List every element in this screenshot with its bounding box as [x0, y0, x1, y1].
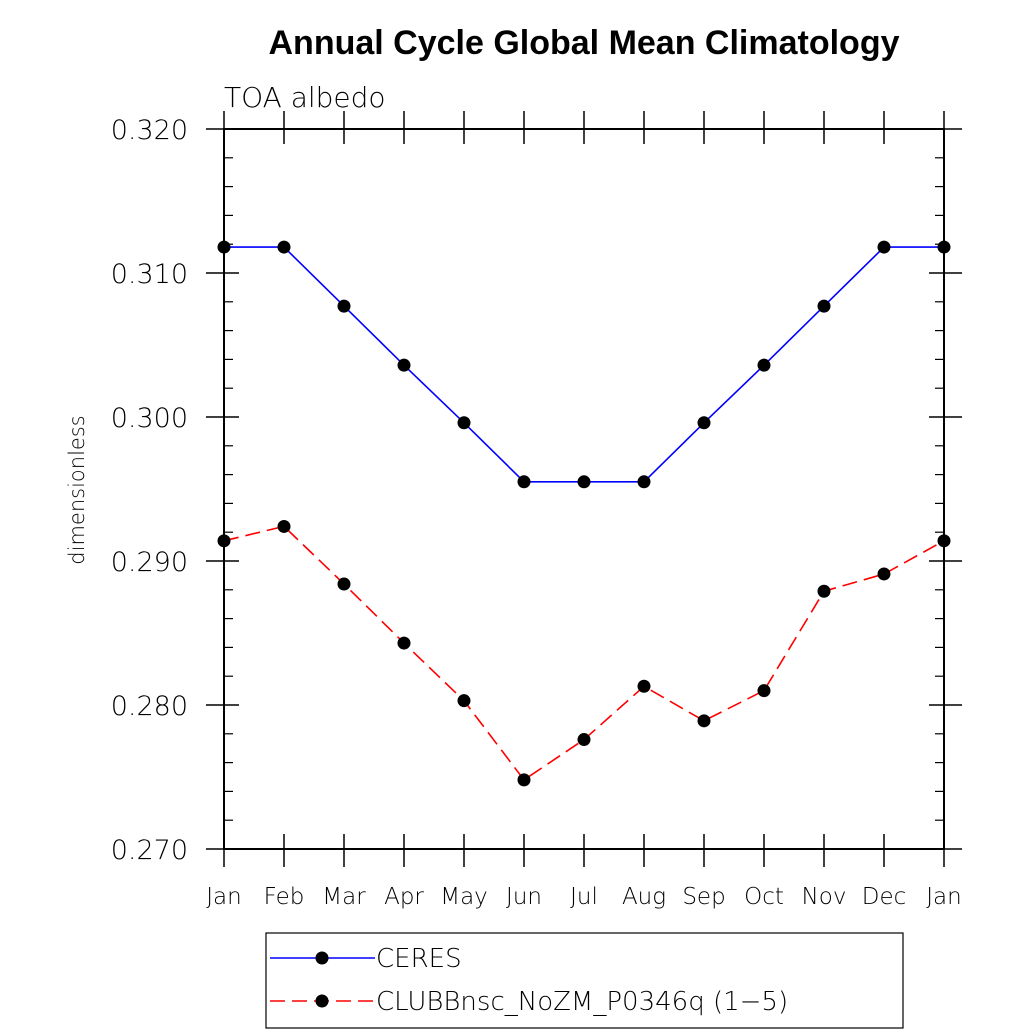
legend-label-0: CERES	[376, 944, 462, 974]
legend-entries: CERES CLUBBnsc_NoZM_P0346q (1−5)	[270, 944, 788, 1017]
data-point	[517, 773, 531, 787]
plot-frame	[223, 128, 945, 850]
axis-ticks	[206, 111, 962, 867]
data-point	[277, 240, 291, 254]
legend-marker	[315, 994, 329, 1008]
chart-subtitle: TOA albedo	[224, 81, 386, 114]
x-tick-label: May	[440, 884, 488, 910]
data-point	[757, 358, 771, 372]
y-axis-label: dimensionless	[65, 415, 89, 564]
data-point	[697, 714, 711, 728]
data-point	[637, 679, 651, 693]
data-point	[397, 636, 411, 650]
x-tick-label: Apr	[384, 884, 424, 910]
x-tick-label: Nov	[802, 884, 847, 910]
data-point	[577, 475, 591, 489]
chart-title: Annual Cycle Global Mean Climatology	[269, 24, 900, 62]
x-tick-label: Jan	[206, 884, 241, 910]
data-point	[577, 733, 591, 747]
legend-label-1: CLUBBnsc_NoZM_P0346q (1−5)	[376, 987, 788, 1017]
x-tick-label: Dec	[862, 884, 907, 910]
data-point	[877, 240, 891, 254]
x-tick-label: Jan	[926, 884, 961, 910]
y-tick-label: 0.310	[111, 259, 188, 290]
data-point	[517, 475, 531, 489]
y-tick-label: 0.270	[111, 835, 188, 866]
y-tick-label: 0.300	[111, 403, 188, 434]
data-point	[697, 416, 711, 430]
series-line-0	[224, 246, 944, 483]
y-tick-label: 0.280	[111, 691, 188, 722]
x-tick-label: Jul	[570, 884, 598, 910]
data-point	[457, 416, 471, 430]
x-tick-label: Aug	[622, 884, 666, 910]
legend-marker	[315, 951, 329, 965]
x-tick-label: Feb	[264, 884, 305, 910]
y-tick-labels: 0.320 0.310 0.300 0.290 0.280 0.270	[111, 115, 188, 866]
data-point	[877, 567, 891, 581]
data-point	[817, 299, 831, 313]
data-point	[277, 519, 291, 533]
data-point	[397, 358, 411, 372]
legend-box	[265, 932, 904, 1029]
x-tick-labels: Jan Feb Mar Apr May Jun Jul Aug Sep Oct Nov Dec Jan	[206, 884, 961, 910]
x-tick-label: Mar	[322, 884, 366, 910]
y-tick-label: 0.320	[111, 115, 188, 146]
data-point	[817, 584, 831, 598]
data-point	[637, 475, 651, 489]
data-point	[757, 684, 771, 698]
x-tick-label: Sep	[682, 884, 725, 910]
data-point	[457, 694, 471, 708]
series-lines	[217, 240, 951, 787]
data-point	[337, 299, 351, 313]
x-tick-label: Jun	[506, 884, 542, 910]
data-point	[337, 577, 351, 591]
legend: CERES CLUBBnsc_NoZM_P0346q (1−5)	[265, 932, 904, 1029]
x-tick-label: Oct	[744, 884, 784, 910]
y-tick-label: 0.290	[111, 547, 188, 578]
